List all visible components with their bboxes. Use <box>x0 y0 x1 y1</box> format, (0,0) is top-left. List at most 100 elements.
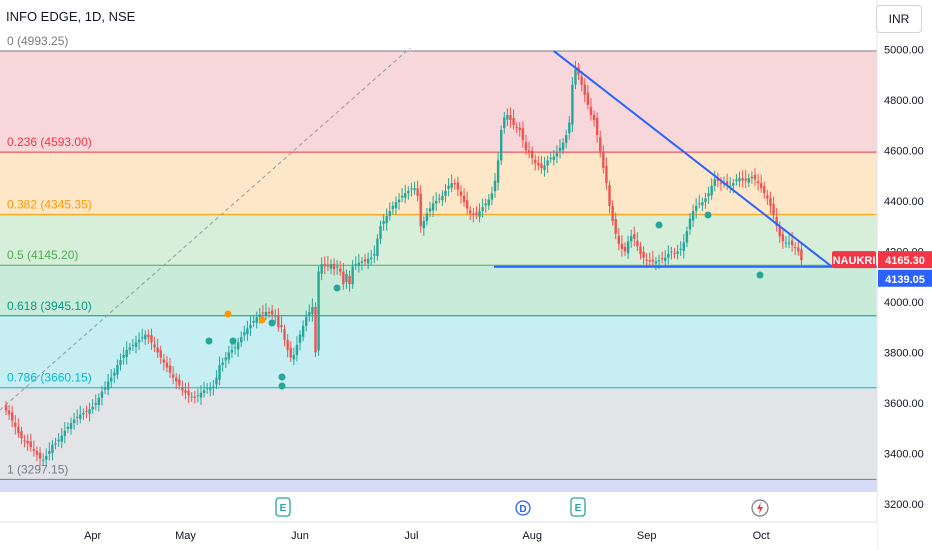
candle-body <box>435 200 438 204</box>
candle-body <box>626 241 630 254</box>
candle-body <box>756 181 760 184</box>
candle-body <box>283 329 286 340</box>
candle-body <box>385 216 388 224</box>
fib-label: 0 (4993.25) <box>7 34 68 48</box>
candle-body <box>586 92 590 105</box>
candle-body <box>546 160 549 166</box>
candle-body <box>506 114 509 120</box>
event-marker[interactable]: E <box>570 497 586 517</box>
y-tick-label: 5000.00 <box>884 44 924 56</box>
candle-body <box>100 391 104 398</box>
candle-body <box>144 334 147 340</box>
candle-body <box>240 337 243 343</box>
candle-body <box>295 344 299 355</box>
candle-body <box>202 390 206 393</box>
candle-body <box>564 135 568 143</box>
candle-body <box>94 402 97 405</box>
candle-body <box>162 359 166 363</box>
event-dot <box>229 337 237 345</box>
candle-body <box>314 306 317 353</box>
candle-body <box>592 114 596 121</box>
candle-body <box>252 320 255 323</box>
y-tick-label: 3600.00 <box>884 398 924 410</box>
candle-body <box>719 182 723 184</box>
candle-body <box>187 390 190 396</box>
candle-body <box>744 178 747 181</box>
candle-body <box>766 195 769 199</box>
candle-body <box>270 310 274 315</box>
candle-body <box>264 311 268 316</box>
candle-body <box>753 174 757 180</box>
event-marker[interactable]: E <box>275 497 291 517</box>
candle-body <box>496 160 500 183</box>
candle-body <box>51 444 54 453</box>
fib-band <box>0 265 877 316</box>
candle-body <box>431 203 435 211</box>
candle-body <box>769 198 772 206</box>
candle-body <box>326 264 330 267</box>
candle-body <box>729 185 732 187</box>
candle-body <box>212 386 215 388</box>
svg-text:D: D <box>519 504 526 515</box>
y-tick-label: 4000.00 <box>884 297 924 309</box>
candle-body <box>608 185 611 206</box>
candle-body <box>116 365 119 375</box>
candle-body <box>676 251 679 254</box>
candle-body <box>320 264 323 274</box>
currency-button[interactable]: INR <box>876 5 922 33</box>
candle-body <box>75 416 79 418</box>
candle-body <box>605 165 608 184</box>
fib-label: 1 (3297.15) <box>7 462 68 476</box>
candle-body <box>763 186 766 194</box>
candle-body <box>88 409 91 414</box>
candle-body <box>620 243 624 249</box>
candle-body <box>342 271 345 285</box>
candle-body <box>156 347 159 353</box>
candle-body <box>518 127 521 131</box>
candle-body <box>481 207 484 211</box>
candle-body <box>438 198 441 200</box>
candle-body <box>38 452 42 459</box>
candle-body <box>428 208 432 212</box>
fib-band <box>0 479 877 492</box>
candle-body <box>85 411 88 413</box>
x-tick-label: Sep <box>637 530 657 542</box>
candle-body <box>379 226 382 239</box>
candle-body <box>391 205 395 209</box>
candle-body <box>537 162 540 166</box>
candle-body <box>382 221 385 225</box>
candle-body <box>487 199 491 206</box>
candle-body <box>128 347 131 350</box>
candle-body <box>701 202 704 206</box>
candle-body <box>366 258 370 264</box>
candle-body <box>159 350 162 358</box>
candle-body <box>394 202 398 208</box>
candle-body <box>623 246 627 252</box>
candle-body <box>308 311 311 316</box>
candle-body <box>209 387 212 390</box>
candle-body <box>267 311 271 313</box>
y-tick-label: 3800.00 <box>884 347 924 359</box>
candle-body <box>413 188 416 191</box>
fib-band <box>0 51 877 153</box>
lightning-icon[interactable] <box>751 499 769 517</box>
candle-body <box>230 349 234 353</box>
candle-body <box>97 397 101 405</box>
candle-body <box>317 271 320 351</box>
candle-body <box>280 325 283 328</box>
candle-body <box>255 317 258 323</box>
candle-body <box>667 253 670 258</box>
candle-body <box>171 374 175 378</box>
candle-body <box>274 315 277 317</box>
candle-body <box>106 381 110 390</box>
event-marker[interactable]: D <box>515 500 531 516</box>
candle-body <box>131 344 135 346</box>
x-tick-label: Aug <box>522 530 542 542</box>
candle-body <box>175 377 178 382</box>
candle-body <box>568 122 571 134</box>
candle-body <box>691 210 695 221</box>
candle-body <box>738 178 741 182</box>
candle-body <box>348 276 351 285</box>
candle-body <box>119 359 122 366</box>
